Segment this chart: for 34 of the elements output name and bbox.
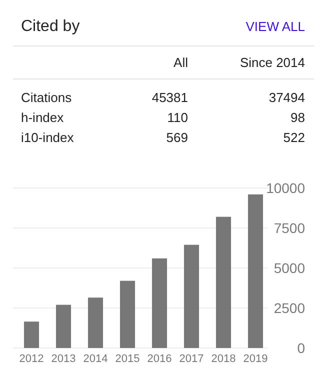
bar [24,322,40,348]
x-tick-label: 2014 [83,353,108,365]
text: VIEW ALL [246,19,305,34]
bar [248,194,264,348]
x-tick-label: 2018 [211,353,236,365]
bar [56,304,72,348]
y-tick-label: 0 [297,340,306,356]
y-tick-label: 5000 [274,260,306,276]
text: i10-index [21,130,74,145]
x-tick-label: 2013 [51,353,76,365]
text: h-index [21,110,64,125]
y-tick-label: 10000 [266,180,306,196]
y-tick-label: 2500 [274,300,306,316]
y-tick-label: 7500 [274,220,306,236]
text: 522 [283,130,305,145]
bar [120,280,136,348]
text: All [174,55,188,70]
text: 45381 [152,90,188,105]
text: 98 [290,110,305,125]
x-tick-label: 2017 [179,353,204,365]
text: Since 2014 [240,55,305,70]
bar [152,258,168,348]
bar [184,244,200,348]
x-tick-label: 2019 [243,353,268,365]
x-tick-label: 2016 [147,353,172,365]
x-tick-label: 2015 [115,353,140,365]
text: 110 [167,110,188,125]
text: Citations [21,90,72,105]
bar [88,298,104,348]
text: 37494 [268,90,305,105]
text: 569 [166,130,188,145]
bar [216,216,232,348]
x-tick-label: 2012 [19,353,44,365]
text: Cited by [21,18,80,35]
